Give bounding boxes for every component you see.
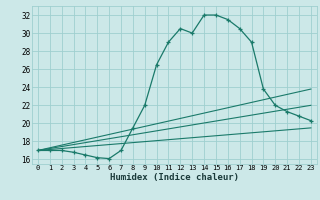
X-axis label: Humidex (Indice chaleur): Humidex (Indice chaleur) xyxy=(110,173,239,182)
